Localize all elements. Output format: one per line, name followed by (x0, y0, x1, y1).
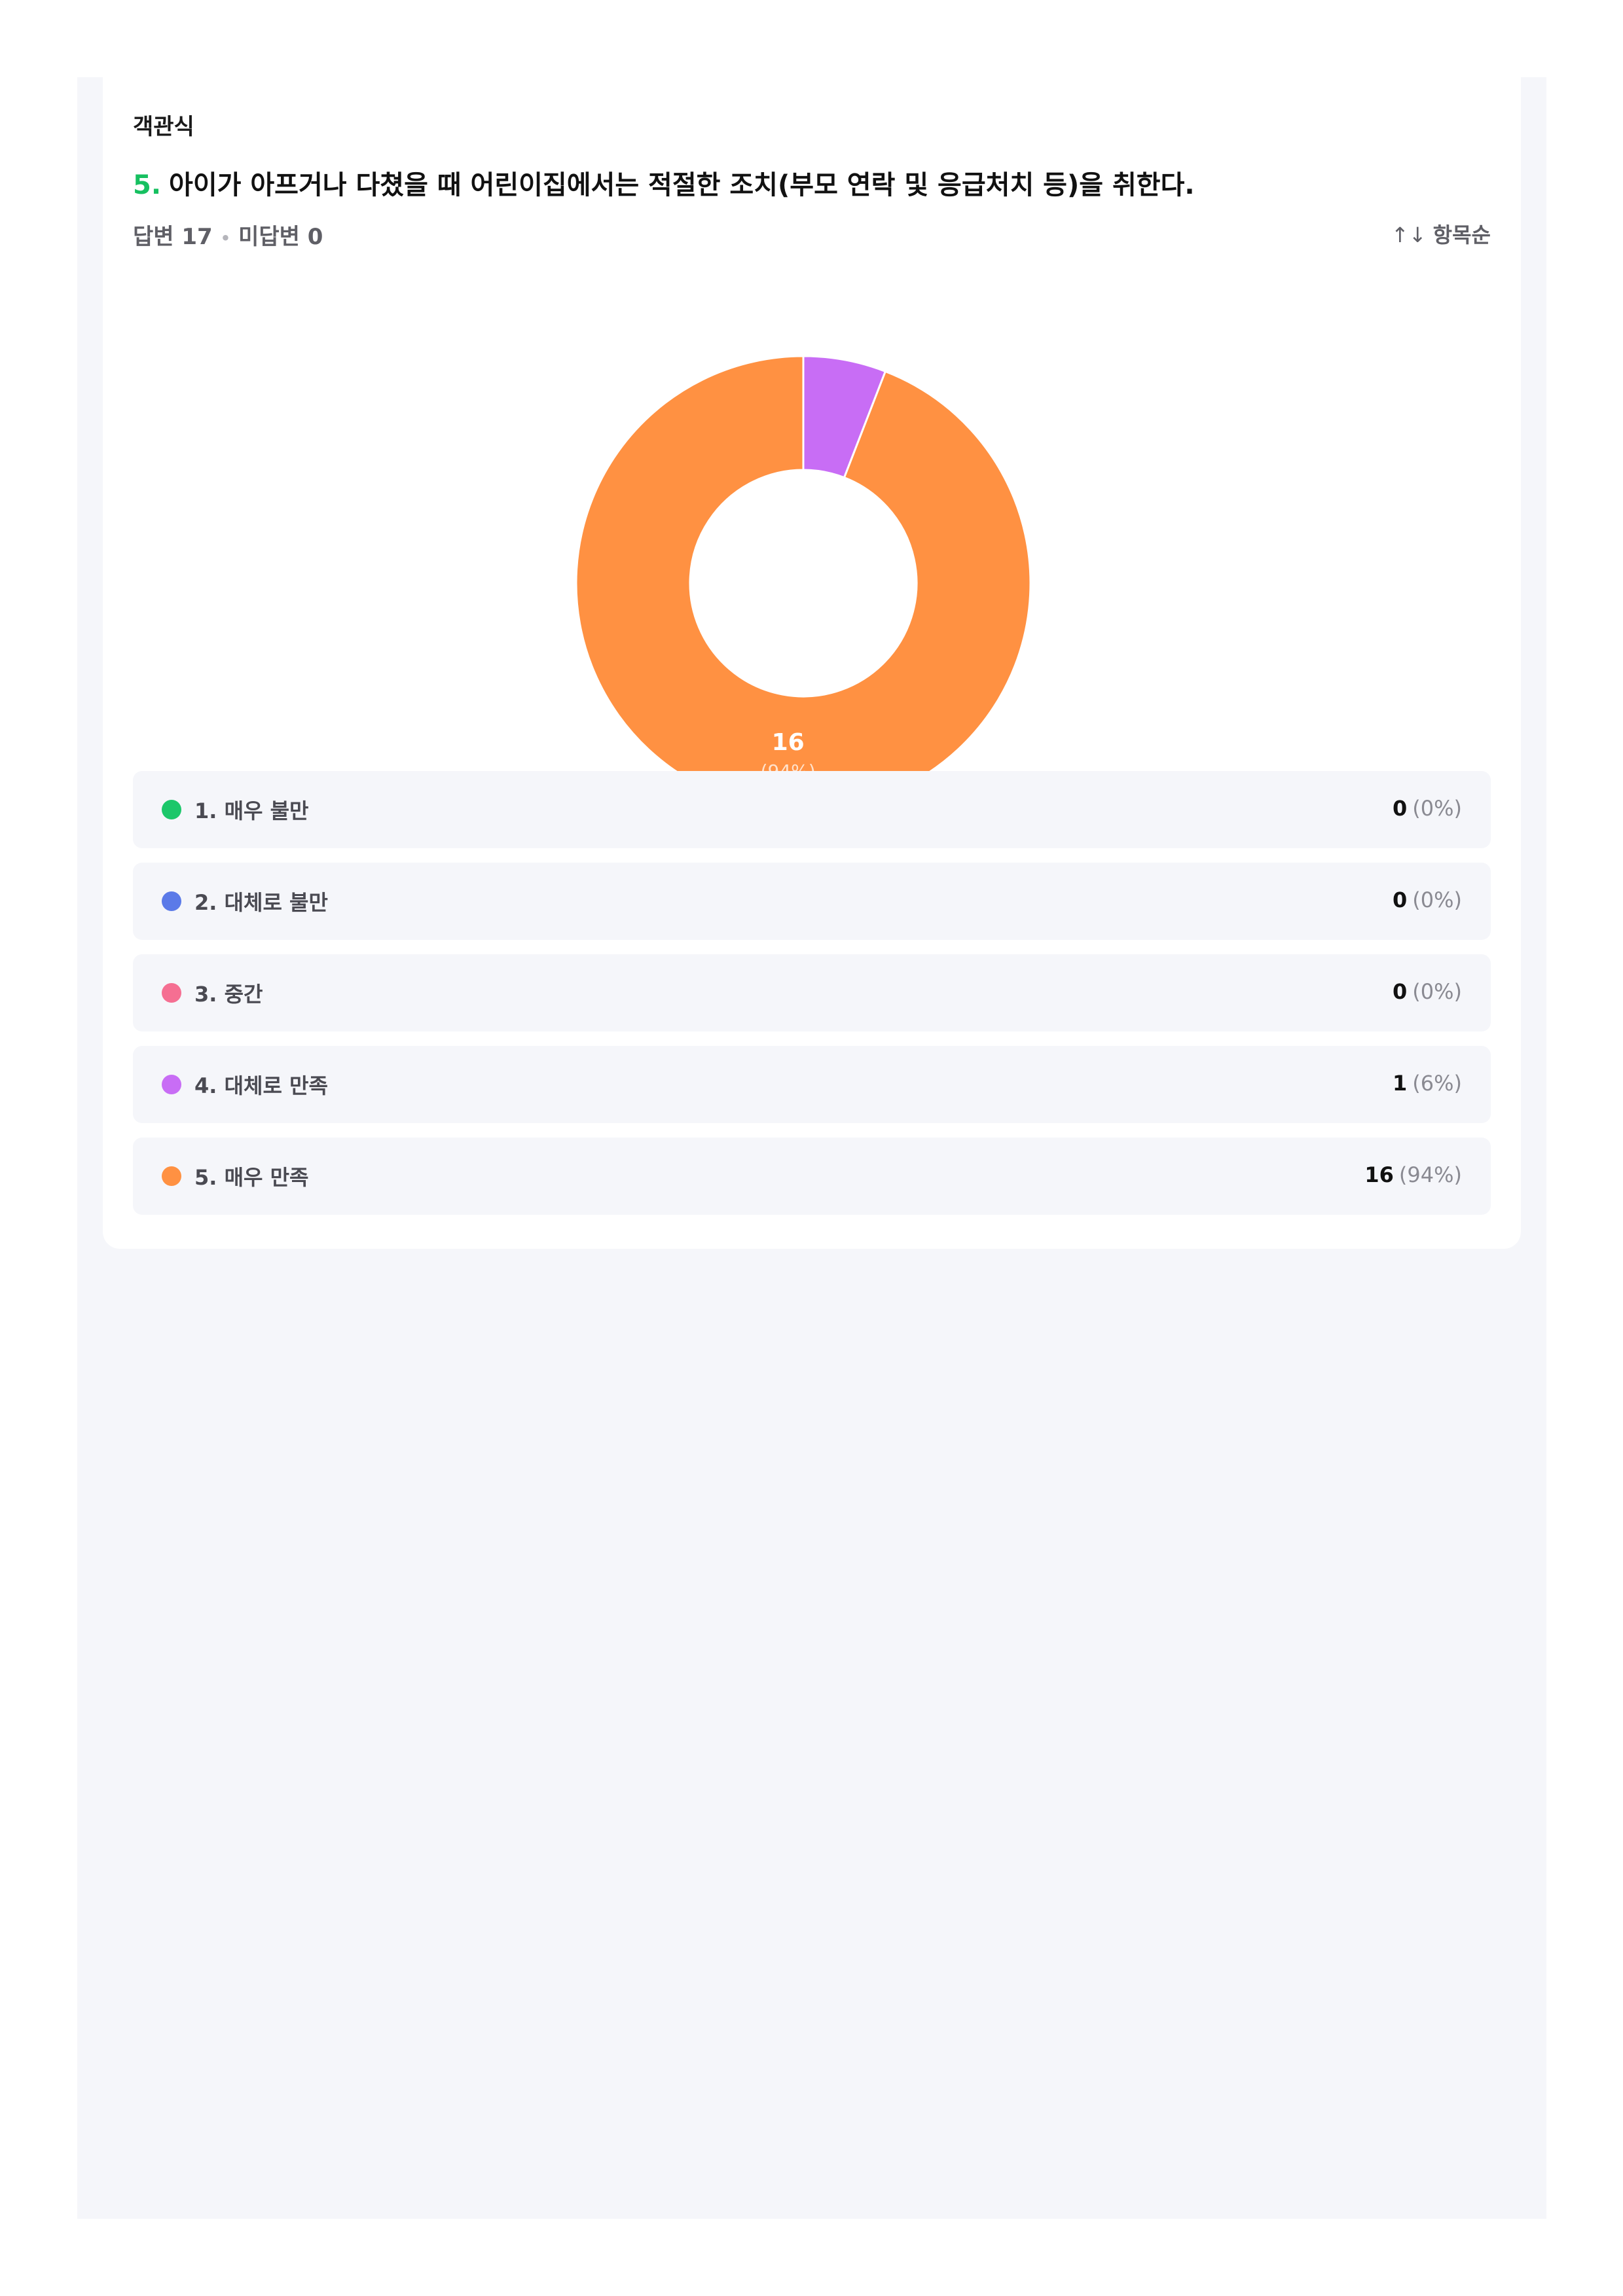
legend-value: 0 (0%) (1393, 796, 1462, 821)
legend-count: 0 (1393, 979, 1408, 1004)
legend-value: 0 (0%) (1393, 888, 1462, 912)
question-number: 5. (133, 170, 162, 200)
legend-value: 1 (6%) (1393, 1071, 1462, 1096)
legend-color-dot (162, 1166, 181, 1186)
legend-color-dot (162, 1075, 181, 1094)
donut-chart: 16(94%) (575, 355, 1032, 812)
unanswered-count: 미답변 0 (238, 224, 323, 250)
legend-percent: (6%) (1412, 1071, 1462, 1096)
donut-slice-5[interactable] (575, 355, 1032, 812)
legend-percent: (0%) (1412, 888, 1462, 912)
question-title: 5. 아이가 아프거나 다쳤을 때 어린이집에서는 적절한 조치(부모 연락 및 … (133, 164, 1195, 202)
sort-button[interactable]: ↑↓ 항목순 (1391, 219, 1491, 249)
legend-value: 0 (0%) (1393, 979, 1462, 1004)
legend-color-dot (162, 800, 181, 819)
legend-percent: (94%) (1398, 1162, 1462, 1187)
answered-count: 답변 17 (133, 224, 213, 250)
legend-list: 1. 매우 불만 0 (0%) 2. 대체로 불만 0 (0%) 3. 중간 0 (0%) 4. … (133, 771, 1491, 1229)
legend-percent: (0%) (1412, 796, 1462, 821)
legend-value: 16 (94%) (1364, 1162, 1462, 1187)
sort-arrows-icon: ↑↓ (1391, 223, 1427, 247)
legend-count: 0 (1393, 796, 1408, 821)
question-text: 아이가 아프거나 다쳤을 때 어린이집에서는 적절한 조치(부모 연락 및 응급… (169, 170, 1195, 200)
legend-label: 5. 매우 만족 (194, 1165, 309, 1190)
legend-count: 0 (1393, 888, 1408, 912)
legend-count: 1 (1393, 1071, 1408, 1096)
legend-label: 4. 대체로 만족 (194, 1073, 328, 1098)
legend-row[interactable]: 2. 대체로 불만 0 (0%) (133, 863, 1491, 940)
legend-color-dot (162, 891, 181, 911)
legend-label: 3. 중간 (194, 982, 263, 1007)
legend-row[interactable]: 4. 대체로 만족 1 (6%) (133, 1046, 1491, 1123)
legend-percent: (0%) (1412, 979, 1462, 1004)
legend-label: 2. 대체로 불만 (194, 890, 328, 915)
legend-label: 1. 매우 불만 (194, 798, 309, 823)
response-stats: 답변 17 • 미답변 0 (133, 219, 323, 251)
question-type: 객관식 (133, 114, 194, 140)
legend-row[interactable]: 1. 매우 불만 0 (0%) (133, 771, 1491, 848)
stats-separator: • (220, 228, 231, 247)
question-card: 객관식 5. 아이가 아프거나 다쳤을 때 어린이집에서는 적절한 조치(부모 연… (103, 77, 1521, 1249)
legend-row[interactable]: 5. 매우 만족 16 (94%) (133, 1138, 1491, 1215)
legend-color-dot (162, 983, 181, 1003)
sort-label: 항목순 (1432, 223, 1491, 247)
legend-count: 16 (1364, 1162, 1394, 1187)
legend-row[interactable]: 3. 중간 0 (0%) (133, 954, 1491, 1031)
slice-value-label: 16 (772, 729, 805, 756)
